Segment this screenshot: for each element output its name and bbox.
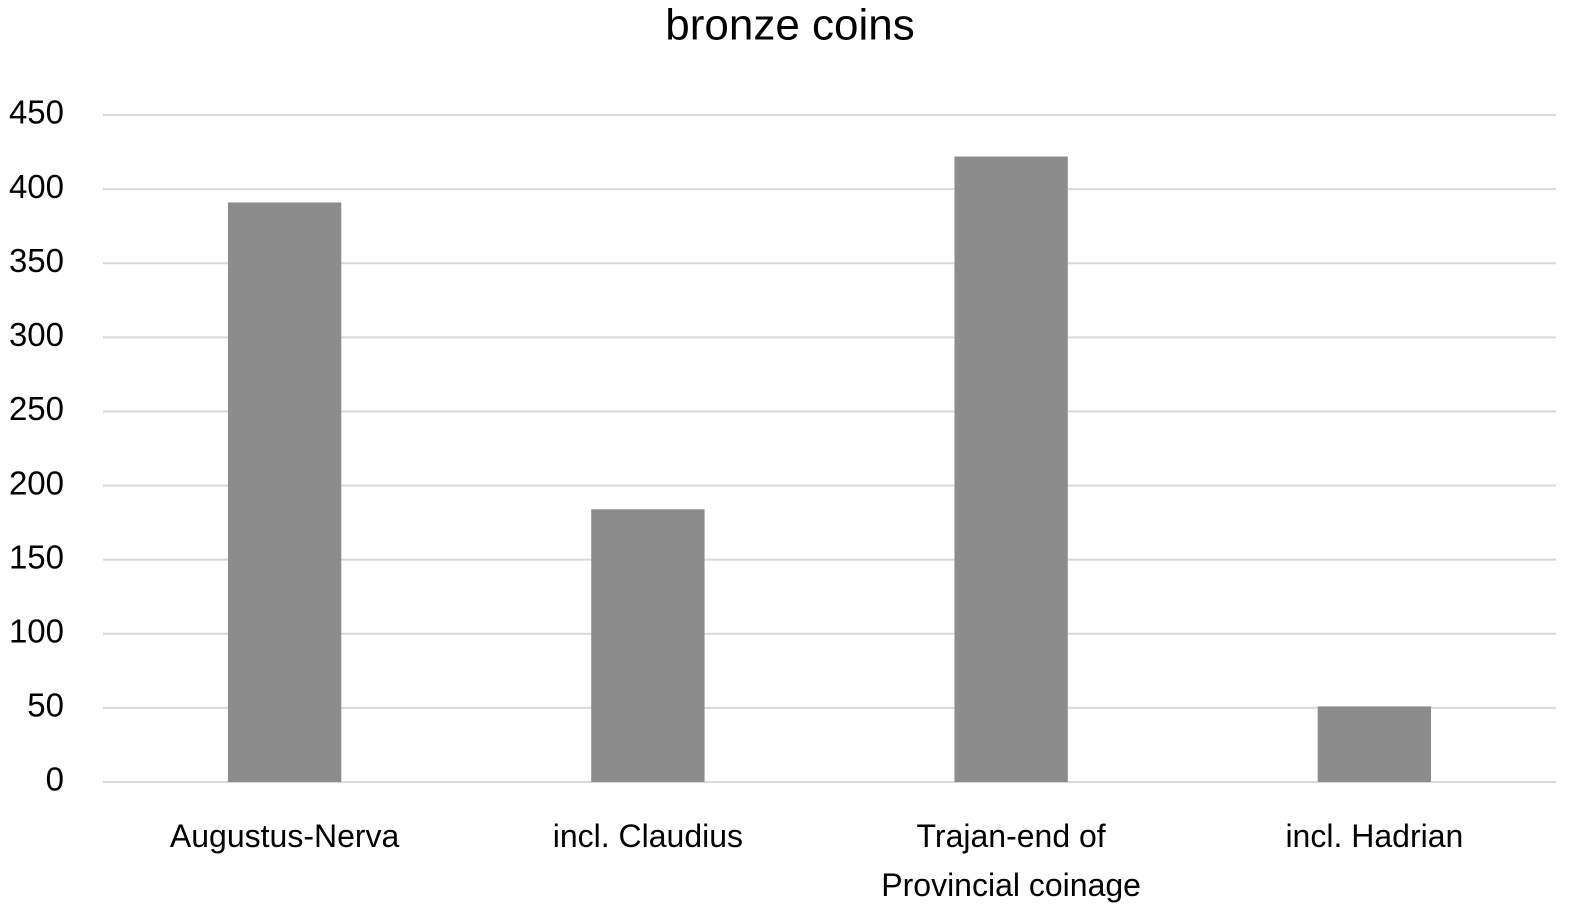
x-tick-label: incl. Claudius bbox=[552, 818, 744, 854]
x-tick-label: Augustus-Nerva bbox=[169, 818, 400, 854]
bar bbox=[227, 202, 342, 782]
y-tick-label: 350 bbox=[9, 242, 64, 279]
y-tick-label: 0 bbox=[46, 761, 64, 798]
y-tick-label: 50 bbox=[27, 687, 64, 724]
bar bbox=[954, 156, 1068, 783]
bar bbox=[1317, 706, 1432, 782]
y-tick-label: 400 bbox=[9, 168, 64, 205]
y-tick-label: 450 bbox=[9, 94, 64, 131]
y-tick-label: 250 bbox=[9, 390, 64, 427]
y-tick-label: 150 bbox=[9, 538, 64, 575]
y-tick-label: 300 bbox=[9, 316, 64, 353]
x-tick-label: incl. Hadrian bbox=[1285, 818, 1464, 854]
chart-title: bronze coins bbox=[665, 1, 914, 50]
y-tick-label: 100 bbox=[9, 612, 64, 649]
x-tick-label: Trajan-end of Provincial coinage bbox=[881, 818, 1141, 903]
y-tick-label: 200 bbox=[9, 464, 64, 501]
bar bbox=[591, 509, 705, 782]
